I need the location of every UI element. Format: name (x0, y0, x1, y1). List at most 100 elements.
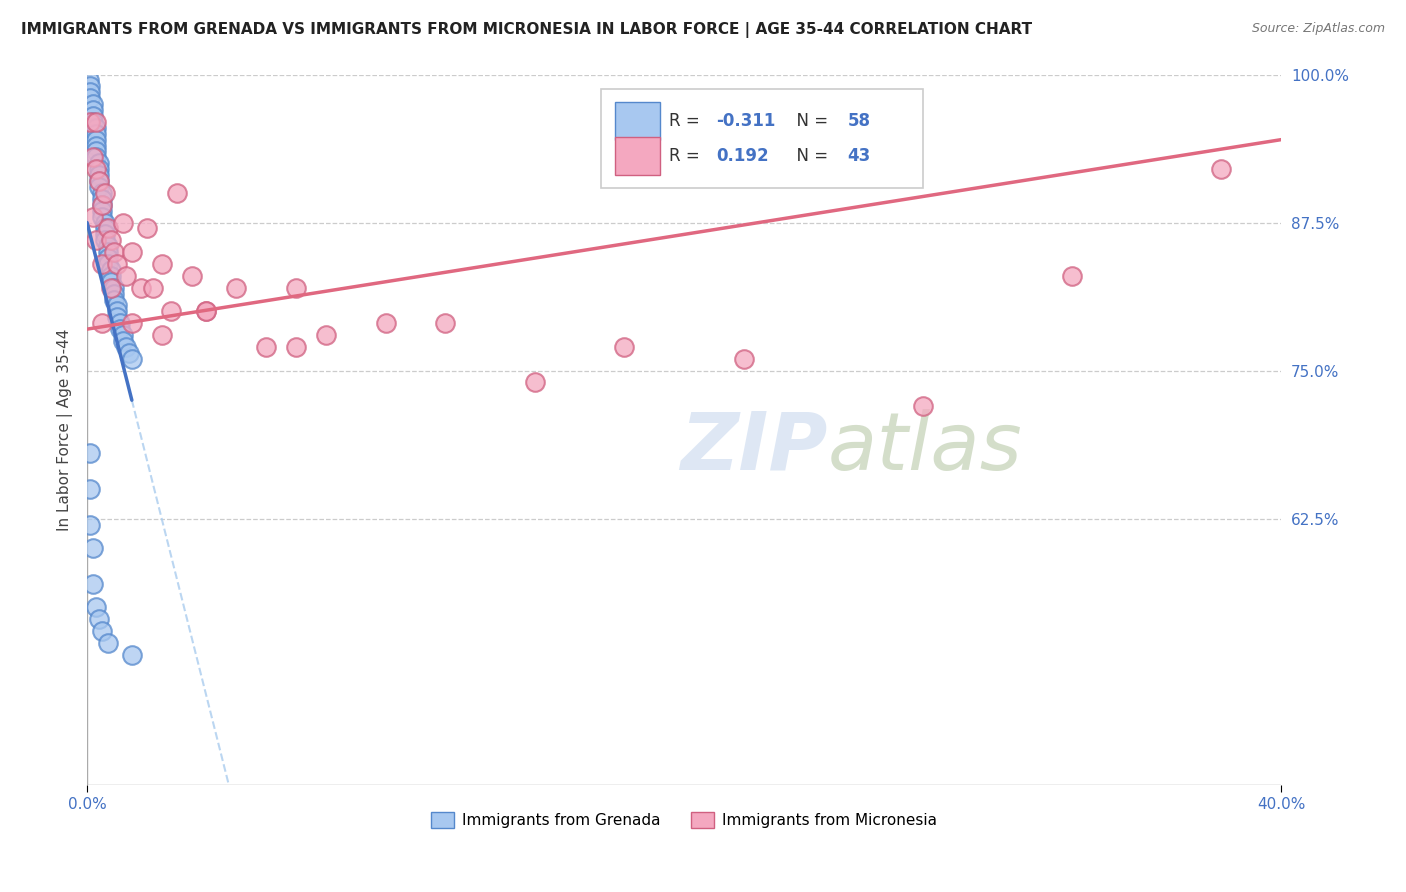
Point (79, 85, 101, 99)
Point (285, 281, 308, 295)
Point (105, 298, 128, 312)
Point (150, 328, 173, 343)
Legend: Immigrants from Grenada, Immigrants from Micronesia: Immigrants from Grenada, Immigrants from… (426, 806, 943, 834)
Point (105, 257, 128, 271)
Point (79, 115, 101, 129)
Point (100, 268, 122, 283)
Point (103, 286, 125, 301)
Point (285, 340, 308, 354)
Point (94, 227, 117, 242)
Text: -0.311: -0.311 (716, 112, 776, 129)
Point (84, 120, 107, 135)
Point (103, 293, 125, 307)
Text: R =: R = (669, 147, 710, 165)
Point (91, 210, 114, 224)
Point (97, 257, 120, 271)
Text: 58: 58 (848, 112, 870, 129)
Point (77, 73, 100, 87)
Point (79, 446, 101, 460)
Point (225, 281, 247, 295)
Point (79, 79, 101, 94)
Point (94, 186, 117, 200)
Point (87, 180, 110, 194)
Point (94, 221, 117, 235)
Point (100, 233, 122, 247)
Point (121, 648, 143, 662)
Point (254, 340, 277, 354)
Point (97, 239, 120, 253)
Point (87, 162, 110, 177)
Point (87, 168, 110, 182)
Point (79, 482, 101, 496)
Text: N =: N = (786, 112, 832, 129)
Point (91, 203, 114, 218)
Point (121, 351, 143, 366)
Point (105, 304, 128, 318)
Point (82, 210, 104, 224)
Point (100, 275, 122, 289)
Text: atlas: atlas (827, 409, 1022, 487)
Point (142, 281, 165, 295)
Point (79, 517, 101, 532)
Point (315, 328, 337, 343)
Text: N =: N = (786, 147, 832, 165)
Point (121, 245, 143, 260)
Point (115, 268, 138, 283)
Point (115, 340, 138, 354)
Point (94, 233, 117, 247)
Point (82, 103, 104, 117)
Point (159, 304, 181, 318)
Point (84, 115, 107, 129)
Point (87, 156, 110, 170)
Point (111, 216, 134, 230)
Point (84, 162, 107, 177)
Point (87, 612, 110, 626)
Point (87, 174, 110, 188)
Text: IMMIGRANTS FROM GRENADA VS IMMIGRANTS FROM MICRONESIA IN LABOR FORCE | AGE 35-44: IMMIGRANTS FROM GRENADA VS IMMIGRANTS FR… (21, 22, 1032, 38)
Point (100, 263, 122, 277)
Point (84, 133, 107, 147)
Point (82, 109, 104, 123)
Point (121, 316, 143, 330)
Point (434, 316, 457, 330)
Point (84, 150, 107, 164)
Point (91, 198, 114, 212)
Point (84, 145, 107, 159)
Point (82, 576, 104, 591)
Point (613, 340, 636, 354)
Point (135, 221, 157, 235)
Point (108, 316, 131, 330)
Point (91, 198, 114, 212)
Point (91, 192, 114, 206)
Point (97, 221, 120, 235)
Point (100, 281, 122, 295)
Point (82, 541, 104, 556)
Y-axis label: In Labor Force | Age 35-44: In Labor Force | Age 35-44 (58, 328, 73, 531)
Point (79, 91, 101, 105)
Text: ZIP: ZIP (681, 409, 827, 487)
Point (91, 624, 114, 639)
Point (84, 127, 107, 141)
Point (111, 328, 134, 343)
FancyBboxPatch shape (614, 137, 661, 176)
Point (195, 304, 218, 318)
Point (82, 97, 104, 112)
FancyBboxPatch shape (614, 102, 661, 140)
Text: Source: ZipAtlas.com: Source: ZipAtlas.com (1251, 22, 1385, 36)
Point (84, 600, 107, 615)
Point (105, 310, 128, 325)
Point (1062, 268, 1084, 283)
Point (103, 281, 125, 295)
Point (911, 399, 934, 413)
Text: R =: R = (669, 112, 704, 129)
Point (374, 316, 396, 330)
Point (82, 115, 104, 129)
Point (166, 186, 188, 200)
Point (97, 251, 120, 265)
Point (91, 186, 114, 200)
Point (87, 174, 110, 188)
Point (84, 233, 107, 247)
Point (733, 351, 755, 366)
Point (129, 281, 152, 295)
Text: 43: 43 (848, 147, 870, 165)
